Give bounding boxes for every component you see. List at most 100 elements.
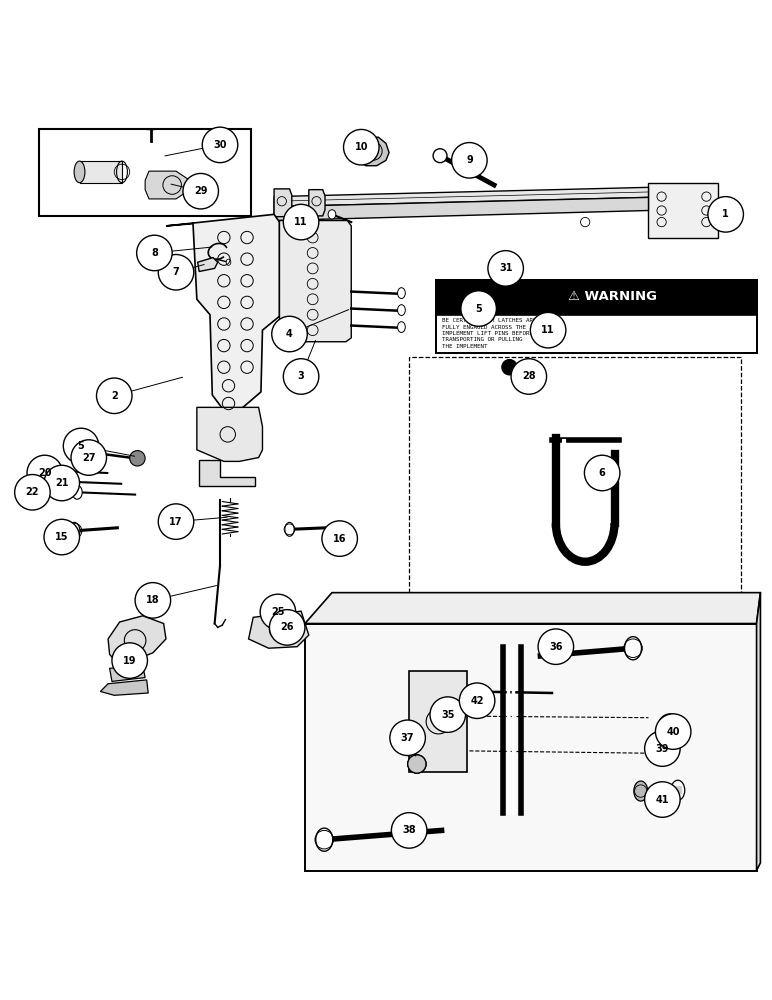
Bar [436,280,757,315]
Ellipse shape [659,714,682,737]
Circle shape [502,359,517,375]
Bar [409,357,741,608]
Circle shape [459,683,495,718]
Circle shape [27,455,63,491]
Polygon shape [249,611,309,648]
Ellipse shape [96,448,105,460]
Ellipse shape [625,637,642,660]
Ellipse shape [515,322,523,332]
Polygon shape [279,221,351,342]
Bar [39,129,251,216]
Circle shape [645,731,680,766]
Ellipse shape [316,828,333,851]
Ellipse shape [72,485,82,499]
Text: 26: 26 [280,622,294,632]
Bar [305,624,757,871]
Text: 3: 3 [298,371,304,381]
Bar [436,280,757,353]
Text: 19: 19 [123,656,137,666]
Text: ⚠ WARNING: ⚠ WARNING [568,290,657,303]
Text: 20: 20 [38,468,52,478]
Ellipse shape [44,464,54,478]
Text: 42: 42 [470,696,484,706]
Circle shape [655,714,691,749]
Circle shape [158,255,194,290]
Ellipse shape [226,259,231,265]
Circle shape [183,173,218,209]
Circle shape [708,197,743,232]
Text: 1: 1 [723,209,729,219]
Text: 7: 7 [173,267,179,277]
Text: 8: 8 [151,248,157,258]
Circle shape [645,782,680,817]
Text: 5: 5 [78,441,84,451]
Ellipse shape [433,149,447,163]
Ellipse shape [398,322,405,332]
Text: 30: 30 [213,140,227,150]
Ellipse shape [665,720,676,731]
Circle shape [430,697,466,732]
Polygon shape [305,593,760,624]
Text: 11: 11 [541,325,555,335]
Circle shape [283,204,319,240]
Circle shape [71,440,107,475]
Text: 9: 9 [466,155,472,165]
Ellipse shape [285,522,294,536]
Polygon shape [355,137,389,166]
Text: 36: 36 [549,642,563,652]
Polygon shape [198,258,218,271]
Ellipse shape [466,685,476,698]
Ellipse shape [69,522,80,539]
Ellipse shape [328,210,336,219]
Polygon shape [145,171,188,199]
Text: 16: 16 [333,534,347,544]
Polygon shape [274,197,648,221]
Text: 29: 29 [194,186,208,196]
Text: 17: 17 [169,517,183,527]
Circle shape [63,428,99,464]
Ellipse shape [398,305,405,315]
Ellipse shape [408,755,426,773]
Polygon shape [80,161,122,183]
Circle shape [44,519,80,555]
Ellipse shape [74,161,85,183]
Polygon shape [309,190,325,216]
Circle shape [44,465,80,501]
Circle shape [511,359,547,394]
Text: 38: 38 [402,825,416,835]
Polygon shape [197,407,262,461]
Circle shape [15,475,50,510]
Circle shape [488,251,523,286]
Ellipse shape [634,781,648,801]
Circle shape [158,504,194,539]
Circle shape [112,643,147,678]
Polygon shape [757,593,760,871]
Circle shape [283,359,319,394]
Text: 15: 15 [55,532,69,542]
Circle shape [584,455,620,491]
Text: 28: 28 [522,371,536,381]
Text: 41: 41 [655,795,669,805]
Circle shape [135,583,171,618]
Bar [436,315,757,353]
Text: 37: 37 [401,733,415,743]
Circle shape [530,312,566,348]
Text: 27: 27 [82,453,96,463]
Text: 6: 6 [599,468,605,478]
Text: 11: 11 [294,217,308,227]
Text: 25: 25 [271,607,285,617]
Circle shape [137,235,172,271]
Text: 39: 39 [655,744,669,754]
Ellipse shape [59,475,69,488]
Polygon shape [108,616,166,666]
Text: 5: 5 [476,304,482,314]
Polygon shape [166,214,279,410]
Polygon shape [274,189,292,217]
Polygon shape [100,680,148,695]
Circle shape [269,610,305,645]
Text: 18: 18 [146,595,160,605]
Circle shape [272,316,307,352]
Circle shape [202,127,238,163]
Circle shape [130,451,145,466]
Text: 4: 4 [286,329,293,339]
